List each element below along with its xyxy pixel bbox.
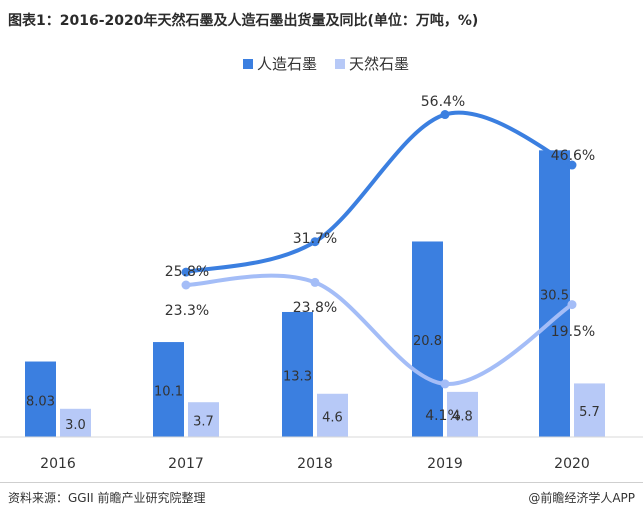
bar-label-natural-2018: 4.6 [322,410,343,425]
bar-natural-2016 [60,408,91,437]
bar-artificial-2019 [412,241,443,437]
growth-label-natural-2017: 23.3% [165,303,209,319]
data-labels: 8.03 3.0 10.1 3.7 13.3 4.6 20.8 4.8 30.5 5.7 25.8%… [26,94,600,433]
bar-natural-2017 [188,402,219,437]
growth-point-artificial-2017 [181,267,191,277]
bar-label-natural-2016: 3.0 [65,418,86,433]
growth-point-artificial-2018 [310,237,320,247]
legend-label-artificial: 人造石墨 [257,55,317,73]
legend-swatch-artificial [243,59,253,69]
bar-label-artificial-2016: 8.03 [26,394,55,409]
bar-label-natural-2019: 4.8 [452,409,473,424]
x-tick-2017: 2017 [168,456,204,472]
footer-divider [0,482,643,483]
bar-artificial-2020 [539,150,570,438]
legend-label-natural: 天然石墨 [349,55,409,73]
bar-label-artificial-2020: 30.5 [540,289,569,304]
growth-line-artificial [184,110,574,275]
bar-natural-2019 [447,391,478,437]
brand-credit: @前瞻经济学人APP [528,491,635,505]
growth-point-natural-2018 [310,277,320,287]
bar-label-artificial-2017: 10.1 [154,385,183,400]
bars [25,150,605,438]
x-tick-2016: 2016 [40,456,76,472]
growth-label-natural-2018: 23.8% [293,300,337,316]
legend-swatch-natural [335,59,345,69]
growth-label-artificial-2020: 46.6% [551,148,595,164]
chart: 人造石墨 天然石墨 8.03 3.0 10.1 3.7 13.3 4.6 20.8 4.8 30.… [0,55,643,472]
bar-natural-2018 [317,393,348,437]
growth-line-natural [184,273,574,386]
growth-label-artificial-2018: 31.7% [293,231,337,247]
source-note: 资料来源：GGII 前瞻产业研究院整理 [8,491,206,505]
x-axis-tick-labels: 2016 2017 2018 2019 2020 [40,456,590,472]
growth-point-natural-2019 [440,379,450,389]
growth-point-natural-2020 [567,300,577,310]
bar-label-natural-2017: 3.7 [193,415,214,430]
x-tick-2020: 2020 [554,456,590,472]
bar-label-natural-2020: 5.7 [579,405,600,420]
x-tick-2019: 2019 [427,456,463,472]
growth-label-natural-2020: 19.5% [551,324,595,340]
growth-point-artificial-2019 [440,110,450,120]
bar-artificial-2016 [25,361,56,437]
growth-label-artificial-2017: 25.8% [165,264,209,280]
bar-natural-2020 [574,383,605,437]
legend: 人造石墨 天然石墨 [243,55,409,73]
bar-artificial-2018 [282,311,313,437]
bar-label-artificial-2019: 20.8 [413,334,442,349]
bar-artificial-2017 [153,342,184,437]
x-tick-2018: 2018 [297,456,333,472]
growth-label-artificial-2019: 56.4% [421,94,465,110]
chart-title: 图表1：2016-2020年天然石墨及人造石墨出货量及同比(单位：万吨，%) [8,13,479,29]
bar-label-artificial-2018: 13.3 [283,369,312,384]
growth-label-natural-2019: 4.1% [425,408,461,424]
growth-point-artificial-2020 [567,160,577,170]
growth-point-natural-2017 [181,280,191,290]
growth-lines [181,110,577,389]
